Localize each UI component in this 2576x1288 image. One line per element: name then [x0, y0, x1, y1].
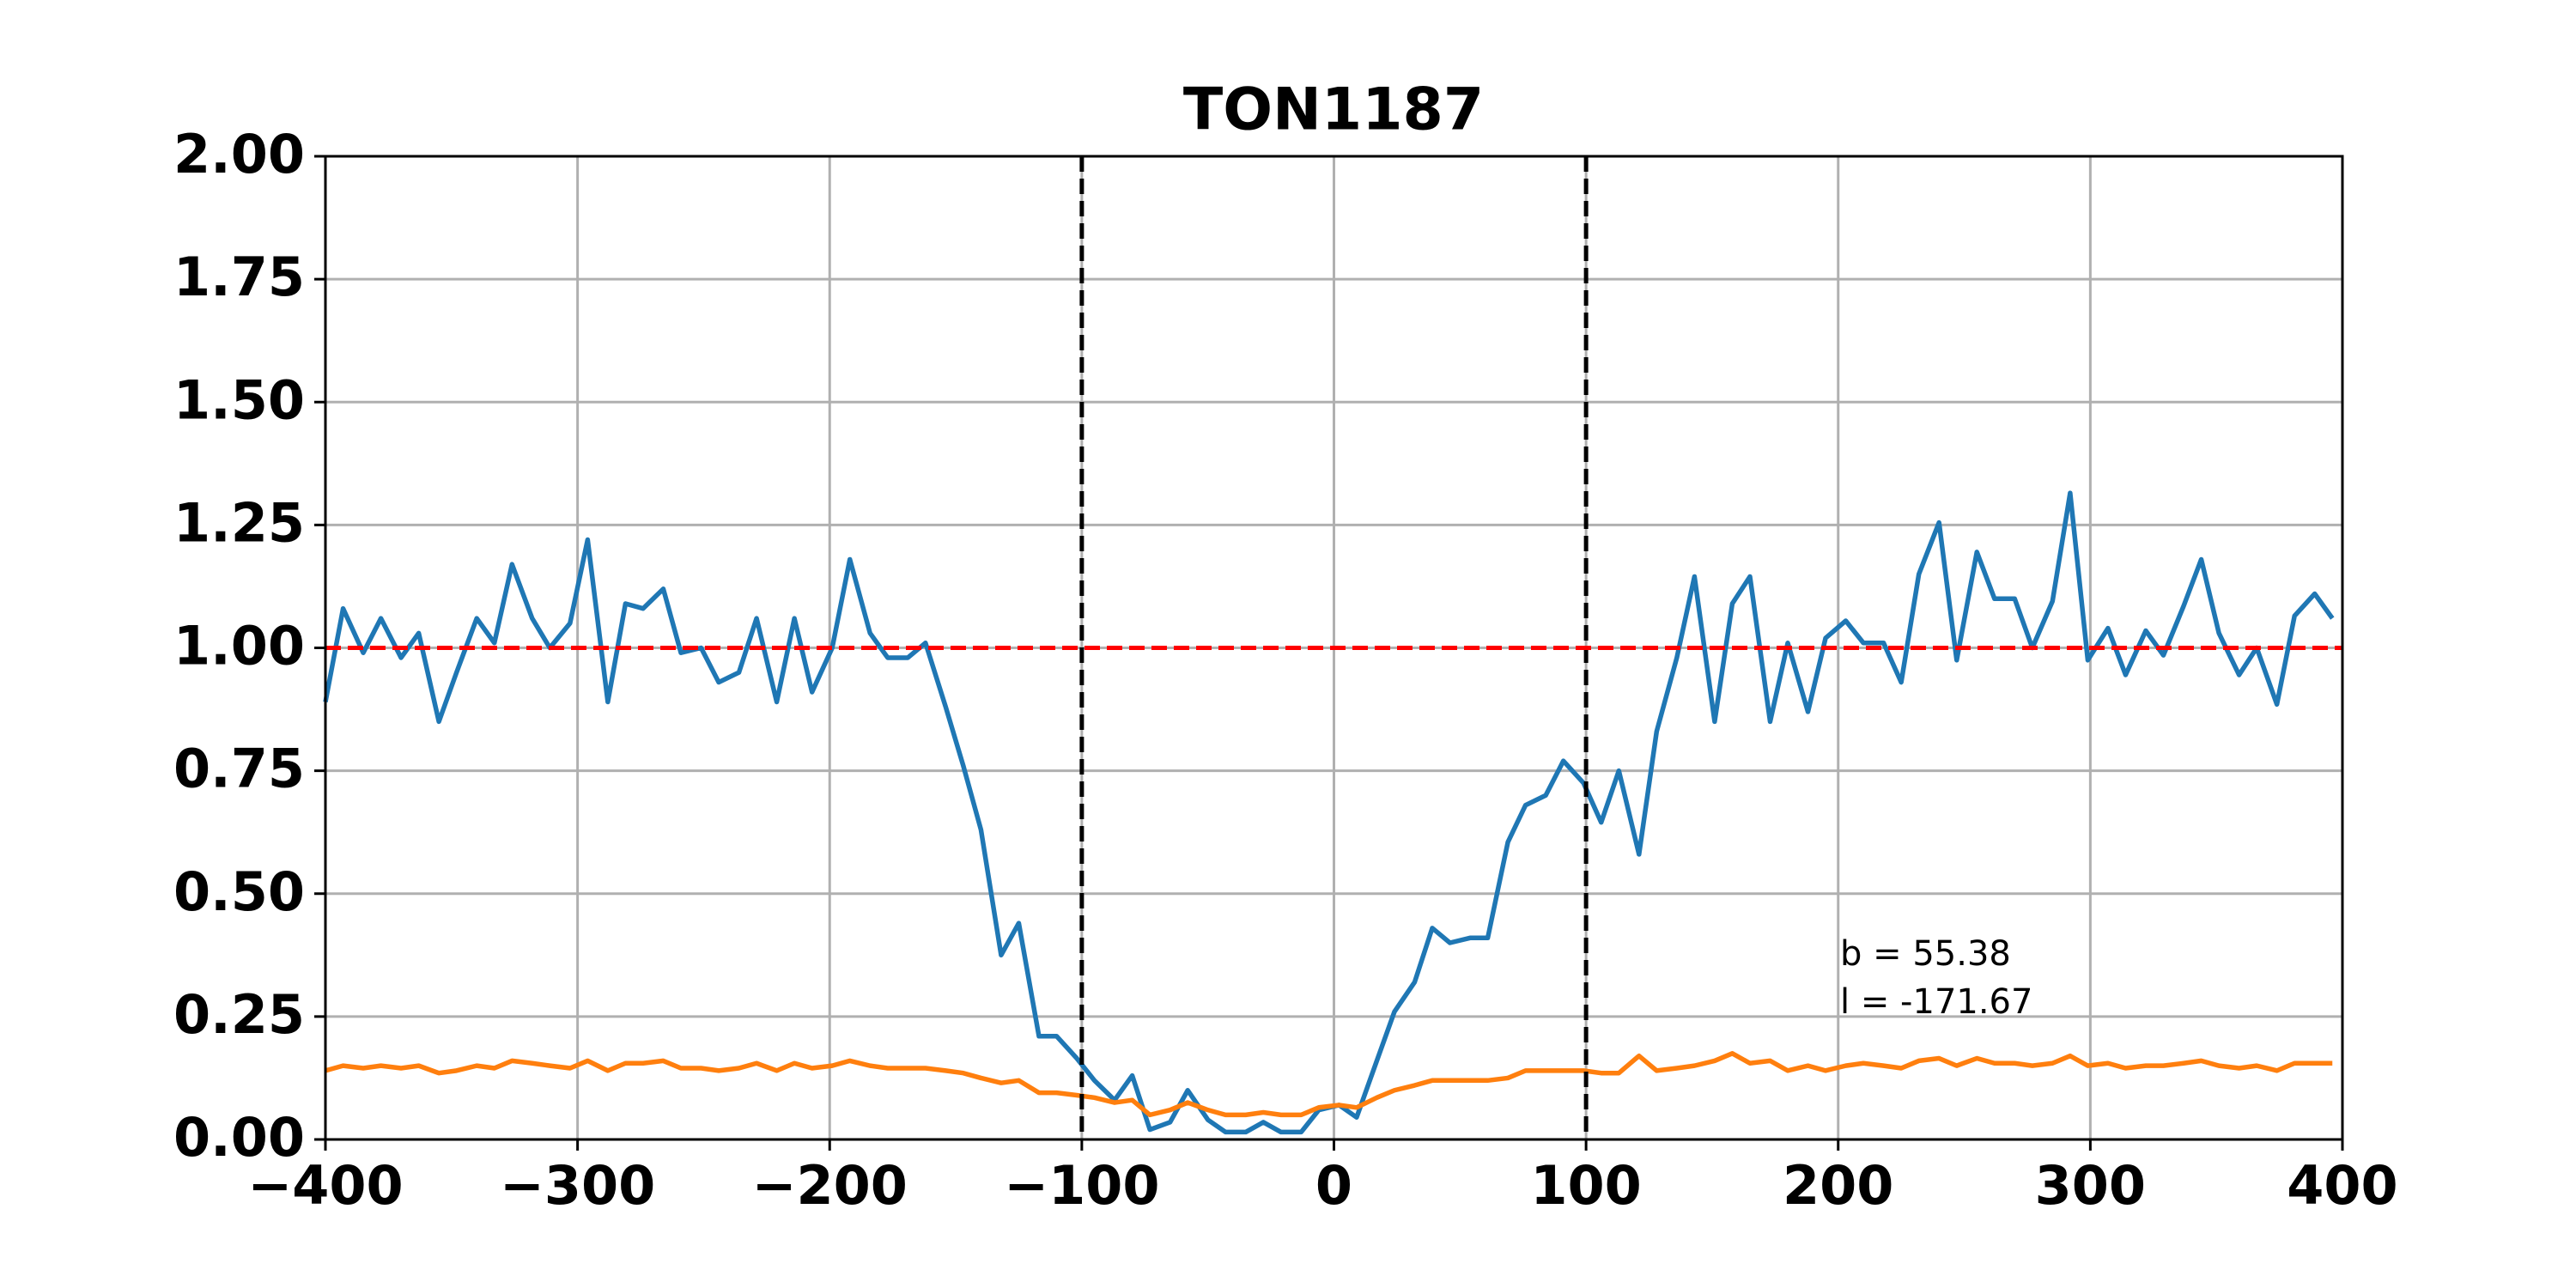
y-tick-label: 0.50: [173, 860, 305, 923]
y-tick-label: 0.00: [173, 1106, 305, 1169]
x-tick-label: 300: [2035, 1154, 2146, 1217]
x-tick-label: −200: [752, 1154, 908, 1217]
series-line: [323, 490, 2335, 1135]
chart-title: TON1187: [1183, 76, 1484, 144]
x-tick-label: −400: [247, 1154, 403, 1217]
x-tick-label: 200: [1783, 1154, 1893, 1217]
x-tick-label: 400: [2287, 1154, 2397, 1217]
y-tick-label: 0.75: [173, 738, 305, 800]
y-tick-label: 1.00: [173, 615, 305, 677]
plot-frame: [324, 155, 2344, 1141]
series-line: [325, 1051, 2333, 1118]
x-tick-label: 100: [1530, 1154, 1641, 1217]
annotation: b = 55.38: [1840, 934, 2011, 974]
y-tick-label: 1.50: [173, 368, 305, 431]
x-tick-label: 0: [1315, 1154, 1352, 1217]
y-tick-label: 0.25: [173, 983, 305, 1046]
y-tick-label: 1.75: [173, 246, 305, 308]
y-tick-label: 2.00: [173, 123, 305, 185]
y-tick-label: 1.25: [173, 491, 305, 554]
x-tick-label: −300: [500, 1154, 655, 1217]
x-tick-label: −100: [1004, 1154, 1159, 1217]
annotation: l = -171.67: [1840, 982, 2032, 1022]
